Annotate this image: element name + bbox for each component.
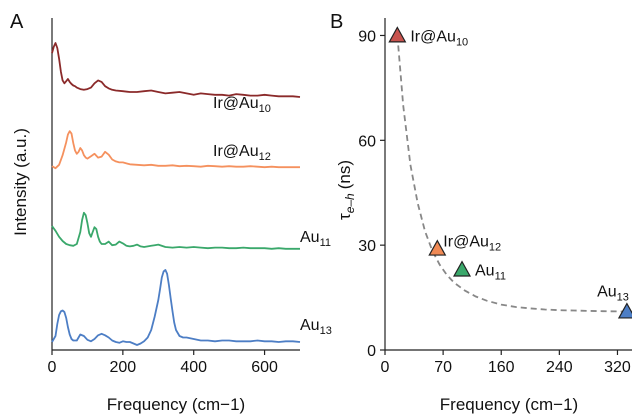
panel-b-y-axis-label: τe–h (ns) bbox=[335, 160, 357, 220]
y-axis-unit: (ns) bbox=[335, 160, 354, 189]
point-au11 bbox=[452, 260, 472, 277]
point-ir-au12 bbox=[428, 239, 447, 256]
panel-a-series-labels: Ir@Au10 Ir@Au12 Au11 Au13 bbox=[213, 95, 332, 337]
point-label-ir-au12: Ir@Au12 bbox=[443, 234, 501, 254]
panel-a-series-group bbox=[51, 42, 301, 346]
series-label-ir-au10: Ir@Au10 bbox=[213, 95, 271, 115]
spectrum-line-ir-au12 bbox=[51, 130, 300, 170]
series-label-ir-au12: Ir@Au12 bbox=[213, 143, 271, 163]
fit-curve bbox=[396, 35, 627, 313]
panel-a-x-tick-label: 400 bbox=[180, 359, 207, 376]
point-label-au13: Au13 bbox=[597, 284, 629, 304]
panel-b-x-tick-label: 320 bbox=[604, 359, 631, 376]
panel-b-y-tick-label: 30 bbox=[358, 238, 376, 255]
panel-b-y-tick-label: 60 bbox=[358, 133, 376, 150]
panel-a-label: A bbox=[10, 11, 24, 33]
panel-a-y-axis-label: Intensity (a.u.) bbox=[11, 128, 30, 236]
series-label-au13: Au13 bbox=[300, 317, 332, 337]
panel-b-x-tick-label: 240 bbox=[546, 359, 573, 376]
y-axis-tau-symbol: τ bbox=[335, 213, 354, 220]
panel-a-x-tick-label: 600 bbox=[251, 359, 278, 376]
panel-a-x-tick-label: 0 bbox=[48, 359, 57, 376]
point-ir-au10 bbox=[388, 26, 407, 43]
panel-b-x-tick-label: 160 bbox=[488, 359, 515, 376]
panel-b-label: B bbox=[330, 11, 343, 33]
point-au13 bbox=[617, 302, 632, 319]
panel-b-x-tick-label: 0 bbox=[381, 359, 390, 376]
panel-b-y-tick-label: 90 bbox=[358, 28, 376, 45]
panel-a: A Intensity (a.u.) 0 200 400 600 Ir@Au10Ir@… bbox=[10, 11, 332, 414]
spectrum-line-ir-au10 bbox=[51, 42, 301, 98]
spectrum-line-au13 bbox=[51, 269, 301, 346]
panel-b-points: Ir@Au10 Ir@Au12 Au11 Au13 bbox=[388, 26, 632, 319]
y-axis-tau-subscript: e–h bbox=[343, 193, 357, 213]
panel-b-ticks: 0 70 160 240 320 0 30 60 90 bbox=[358, 28, 631, 376]
point-label-au11: Au11 bbox=[475, 263, 506, 283]
series-label-au11: Au11 bbox=[300, 229, 331, 249]
point-label-ir-au10: Ir@Au10 bbox=[410, 28, 468, 48]
panel-b-x-axis-label: Frequency (cm−1) bbox=[440, 395, 578, 414]
panel-a-x-ticks: 0 200 400 600 bbox=[48, 350, 278, 376]
panel-b-x-tick-label: 70 bbox=[434, 359, 452, 376]
spectrum-line-au11 bbox=[51, 211, 300, 250]
panel-b-y-tick-label: 0 bbox=[367, 343, 376, 360]
panel-a-x-axis-label: Frequency (cm−1) bbox=[107, 395, 245, 414]
panel-a-x-tick-label: 200 bbox=[110, 359, 137, 376]
